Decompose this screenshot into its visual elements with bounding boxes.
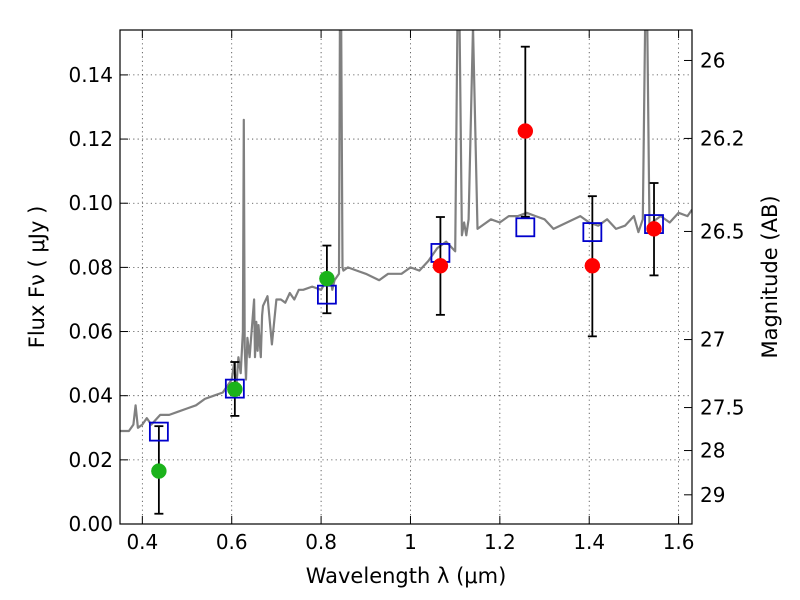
spectrum-line: [120, 30, 692, 433]
green-circle-marker: [319, 270, 335, 287]
y2-tick-label: 28: [700, 439, 725, 463]
x-tick-label: 0.8: [305, 530, 337, 554]
green-circle-marker: [227, 381, 243, 398]
x-tick-label: 0.6: [216, 530, 248, 554]
green-circle-marker: [151, 463, 167, 479]
y-tick-label: 0.00: [68, 512, 113, 536]
red-circle-marker: [584, 258, 601, 274]
x-tick-label: 1.2: [484, 530, 516, 554]
marker-layer: [148, 123, 664, 479]
x-tick-label: 1.4: [573, 530, 605, 554]
red-circle-marker: [517, 123, 534, 139]
y2-tick-label: 26.2: [700, 126, 745, 150]
y2-tick-label: 26: [700, 48, 725, 72]
y2-tick-label: 29: [700, 483, 725, 507]
y-tick-label: 0.14: [68, 63, 113, 87]
grid: [120, 30, 692, 525]
y-tick-label: 0.02: [68, 448, 113, 472]
red-circle-marker: [646, 221, 662, 237]
y-tick-label: 0.10: [68, 191, 113, 215]
y-tick-label: 0.12: [68, 127, 113, 151]
y-tick-label: 0.06: [68, 320, 113, 344]
x-axis-label: Wavelength λ (μm): [306, 564, 507, 588]
x-tick-label: 1.6: [663, 530, 695, 554]
red-circle-marker: [432, 258, 449, 274]
y2-tick-label: 27.5: [700, 396, 745, 420]
plot-frame: [119, 29, 693, 525]
y2-axis-label: Magnitude (AB): [758, 195, 782, 358]
y2-tick-label: 26.5: [700, 219, 745, 243]
model-square-marker: [224, 378, 245, 399]
model-square-marker: [515, 217, 536, 238]
errorbar-layer: [154, 45, 659, 515]
x-tick-label: 0.4: [126, 530, 158, 554]
tick-layer: 0.4 0.6 0.8 1 1.2 1.4 1.6 0.00 0.02 0.04 0.06 0.08 0…: [68, 30, 745, 554]
y2-tick-label: 27: [700, 328, 725, 352]
y-tick-label: 0.04: [68, 384, 113, 408]
model-square-marker: [582, 222, 603, 242]
y-tick-label: 0.08: [68, 255, 113, 279]
model-square-marker: [148, 421, 169, 442]
x-tick-label: 1: [404, 530, 417, 554]
spectrum-layer: [120, 30, 692, 433]
y-axis-label: Flux Fν ( μJy ): [25, 206, 49, 349]
